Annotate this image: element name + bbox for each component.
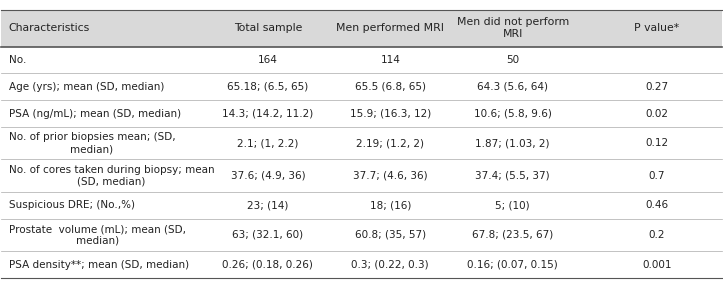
Text: 37.6; (4.9, 36): 37.6; (4.9, 36)	[231, 171, 305, 181]
Text: 64.3 (5.6, 64): 64.3 (5.6, 64)	[477, 82, 548, 92]
Text: No. of prior biopsies mean; (SD,
median): No. of prior biopsies mean; (SD, median)	[9, 133, 175, 154]
Text: 0.46: 0.46	[645, 200, 668, 210]
Text: 114: 114	[380, 55, 401, 65]
Text: 0.27: 0.27	[645, 82, 668, 92]
Text: 37.7; (4.6, 36): 37.7; (4.6, 36)	[353, 171, 427, 181]
Bar	[1, 10, 722, 46]
Text: 60.8; (35, 57): 60.8; (35, 57)	[355, 230, 426, 240]
Text: Men performed MRI: Men performed MRI	[336, 23, 445, 33]
Text: 23; (14): 23; (14)	[247, 200, 288, 210]
Text: 5; (10): 5; (10)	[495, 200, 530, 210]
Text: 0.7: 0.7	[649, 171, 665, 181]
Text: 65.5 (6.8, 65): 65.5 (6.8, 65)	[355, 82, 426, 92]
Text: 37.4; (5.5, 37): 37.4; (5.5, 37)	[476, 171, 550, 181]
Text: Men did not perform
MRI: Men did not perform MRI	[457, 17, 569, 39]
Text: 1.87; (1.03, 2): 1.87; (1.03, 2)	[476, 138, 550, 148]
Text: 65.18; (6.5, 65): 65.18; (6.5, 65)	[227, 82, 309, 92]
Text: 50: 50	[506, 55, 519, 65]
Text: Prostate  volume (mL); mean (SD,
median): Prostate volume (mL); mean (SD, median)	[9, 224, 186, 246]
Text: 164: 164	[258, 55, 278, 65]
Text: 2.1; (1, 2.2): 2.1; (1, 2.2)	[237, 138, 299, 148]
Text: 2.19; (1.2, 2): 2.19; (1.2, 2)	[356, 138, 424, 148]
Text: No. of cores taken during biopsy; mean
(SD, median): No. of cores taken during biopsy; mean (…	[9, 165, 214, 186]
Text: Age (yrs); mean (SD, median): Age (yrs); mean (SD, median)	[9, 82, 164, 92]
Text: 0.12: 0.12	[645, 138, 668, 148]
Text: PSA density**; mean (SD, median): PSA density**; mean (SD, median)	[9, 260, 189, 270]
Text: 0.3; (0.22, 0.3): 0.3; (0.22, 0.3)	[351, 260, 429, 270]
Text: No.: No.	[9, 55, 26, 65]
Text: 0.16; (0.07, 0.15): 0.16; (0.07, 0.15)	[467, 260, 558, 270]
Text: 0.001: 0.001	[642, 260, 672, 270]
Text: Suspicious DRE; (No.,%): Suspicious DRE; (No.,%)	[9, 200, 134, 210]
Text: PSA (ng/mL); mean (SD, median): PSA (ng/mL); mean (SD, median)	[9, 109, 181, 119]
Text: Total sample: Total sample	[234, 23, 302, 33]
Text: P value*: P value*	[634, 23, 680, 33]
Text: 0.02: 0.02	[646, 109, 668, 119]
Text: 0.2: 0.2	[649, 230, 665, 240]
Text: Characteristics: Characteristics	[9, 23, 90, 33]
Text: 10.6; (5.8, 9.6): 10.6; (5.8, 9.6)	[474, 109, 552, 119]
Text: 67.8; (23.5, 67): 67.8; (23.5, 67)	[472, 230, 553, 240]
Text: 18; (16): 18; (16)	[369, 200, 411, 210]
Text: 15.9; (16.3, 12): 15.9; (16.3, 12)	[350, 109, 431, 119]
Text: 63; (32.1, 60): 63; (32.1, 60)	[232, 230, 304, 240]
Text: 0.26; (0.18, 0.26): 0.26; (0.18, 0.26)	[223, 260, 313, 270]
Text: 14.3; (14.2, 11.2): 14.3; (14.2, 11.2)	[222, 109, 314, 119]
